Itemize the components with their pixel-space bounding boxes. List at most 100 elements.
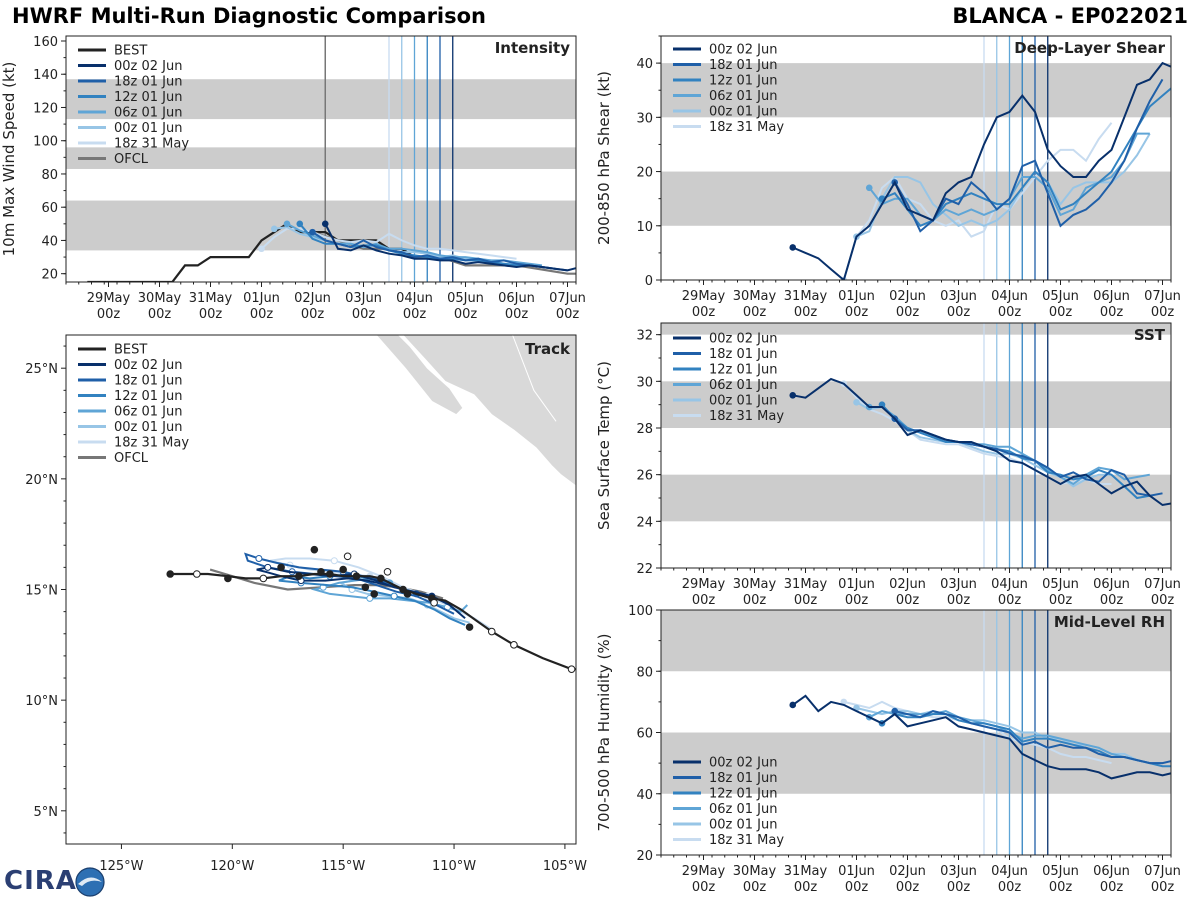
shear-xtick-label: 30May	[733, 289, 777, 304]
sst-xtick-label: 02Jun	[889, 577, 926, 592]
track-xtick-label: 120°W	[210, 859, 254, 874]
intensity-xtick-label: 03Jun	[345, 291, 382, 306]
rh-ylabel: 700-500 hPa Humidity (%)	[595, 633, 613, 831]
undefined-legend-label: BEST	[114, 343, 147, 358]
track-best-point	[259, 574, 268, 583]
track-best-point	[277, 563, 285, 572]
shear-xtick-label: 06Jun	[1093, 289, 1130, 304]
intensity-series-start-point	[321, 220, 329, 228]
intensity-ytick-label: 160	[33, 35, 58, 50]
undefined-legend-label: 18z 31 May	[114, 137, 189, 152]
track-series-point	[264, 563, 272, 571]
figure-title: HWRF Multi-Run Diagnostic Comparison	[12, 4, 487, 28]
sst-xtick-label: 29May	[682, 577, 726, 592]
sst-ytick-label: 22	[636, 562, 653, 577]
track-best-point	[383, 567, 392, 576]
track-best-point	[403, 590, 412, 598]
rh-xtick-label: 00z	[896, 880, 920, 895]
rh-ytick-label: 60	[636, 727, 653, 742]
intensity-xtick-label: 00z	[199, 307, 223, 322]
shear-panel: 01020304029May00z30May00z31May00z01Jun00…	[595, 35, 1181, 320]
sst-ytick-label: 30	[636, 375, 653, 390]
shear-ytick-label: 0	[645, 274, 653, 289]
undefined-legend-label: 18z 31 May	[114, 436, 189, 451]
shear-series-line	[842, 122, 1113, 280]
shear-init-lines	[983, 36, 1049, 280]
cira-logo-text: CIRA	[4, 866, 77, 896]
track-panel: 125°W 120°W 115°W 110°W 105°W 5°N 10°N 15°N 20°N…	[25, 334, 587, 874]
sst-xtick-label: 00z	[743, 593, 767, 608]
shear-ytick-label: 30	[636, 111, 653, 126]
rh-xtick-label: 30May	[733, 864, 777, 879]
undefined-legend-label: 00z 02 Jun	[709, 756, 778, 771]
undefined-legend-label: 18z 01 Jun	[114, 374, 183, 389]
intensity-series-start-point	[296, 220, 304, 228]
sst-xtick-label: 00z	[1151, 593, 1175, 608]
rh-xtick-label: 01Jun	[838, 864, 875, 879]
rh-xtick-label: 31May	[784, 864, 828, 879]
rh-band	[661, 610, 1171, 672]
rh-xtick-label: 00z	[692, 880, 716, 895]
intensity-ytick-label: 100	[33, 135, 58, 150]
sst-panel: 22242628303229May00z30May00z31May00z01Ju…	[595, 322, 1181, 608]
track-series-point	[366, 594, 374, 602]
sst-band	[661, 323, 1171, 335]
intensity-xtick-label: 31May	[189, 291, 233, 306]
rh-series-start-point	[789, 701, 797, 709]
undefined-legend-label: 06z 01 Jun	[709, 802, 778, 817]
rh-ytick-label: 20	[636, 849, 653, 864]
rh-ytick-label: 80	[636, 665, 653, 680]
undefined-legend-label: 12z 01 Jun	[114, 389, 183, 404]
sst-series-line	[792, 377, 1171, 507]
shear-ytick-label: 20	[636, 166, 653, 181]
undefined-legend-label: 06z 01 Jun	[114, 405, 183, 420]
shear-series-group	[789, 61, 1171, 280]
intensity-xtick-label: 00z	[301, 307, 325, 322]
shear-xtick-label: 31May	[784, 289, 828, 304]
rh-series-line	[792, 694, 1171, 780]
sst-xtick-label: 00z	[794, 593, 818, 608]
shear-ytick-label: 40	[636, 57, 653, 72]
cira-logo: CIRA	[4, 866, 108, 898]
intensity-ytick-label: 80	[41, 168, 58, 183]
track-series-point	[330, 557, 338, 565]
intensity-xtick-label: 00z	[505, 307, 529, 322]
shear-xtick-label: 00z	[692, 305, 716, 320]
undefined-legend-label: 00z 01 Jun	[114, 420, 183, 435]
undefined-legend-label: 00z 01 Jun	[709, 818, 778, 833]
track-best-point	[510, 641, 518, 649]
rh-panel: 2040608010029May00z30May00z31May00z01Jun…	[595, 604, 1181, 895]
track-best-point	[465, 623, 474, 631]
sst-xtick-label: 00z	[845, 593, 869, 608]
intensity-xtick-label: 00z	[148, 307, 172, 322]
track-best-point	[377, 574, 385, 583]
rh-xtick-label: 00z	[998, 880, 1022, 895]
track-xtick-label: 125°W	[99, 859, 143, 874]
sst-series-group	[789, 377, 1171, 507]
shear-ylabel: 200-850 hPa Shear (kt)	[595, 71, 613, 245]
shear-xtick-label: 29May	[682, 289, 726, 304]
track-ytick-label: 20°N	[25, 473, 58, 488]
rh-xtick-label: 00z	[1049, 880, 1073, 895]
shear-ytick-label: 10	[636, 220, 653, 235]
track-best-line	[170, 572, 576, 671]
undefined-legend-label: 18z 01 Jun	[709, 347, 778, 362]
undefined-legend-label: BEST	[114, 44, 147, 59]
shear-xtick-label: 04Jun	[991, 289, 1028, 304]
intensity-xtick-label: 00z	[556, 307, 580, 322]
intensity-xtick-label: 00z	[250, 307, 274, 322]
intensity-xtick-label: 30May	[138, 291, 182, 306]
intensity-series-start-point	[309, 228, 316, 236]
shear-xtick-label: 00z	[947, 305, 971, 320]
shear-series-start-point	[865, 184, 873, 192]
undefined-legend-label: 06z 01 Jun	[709, 378, 778, 393]
undefined-legend-label: 18z 31 May	[709, 833, 784, 848]
undefined-legend-label: 12z 01 Jun	[709, 363, 778, 378]
intensity-ytick-label: 60	[41, 201, 58, 216]
sst-band	[661, 381, 1171, 428]
intensity-xtick-label: 02Jun	[294, 291, 331, 306]
undefined-legend-label: 12z 01 Jun	[709, 787, 778, 802]
undefined-legend-label: 06z 01 Jun	[114, 106, 183, 121]
